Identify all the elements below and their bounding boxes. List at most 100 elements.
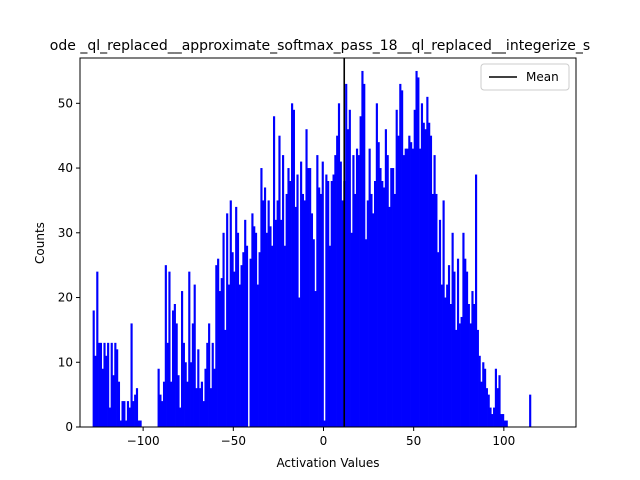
histogram-bar — [101, 368, 104, 427]
histogram-bar — [272, 116, 276, 428]
histogram-bar — [274, 219, 277, 427]
x-tick-label: 100 — [492, 434, 515, 448]
histogram-bar — [426, 96, 429, 427]
histogram-bar — [135, 388, 139, 427]
histogram-bar — [437, 252, 440, 427]
histogram-bar — [314, 291, 317, 427]
histogram-bar — [96, 271, 99, 427]
histogram-bar — [478, 355, 481, 427]
histogram-bar — [220, 278, 223, 427]
x-tick-label: 50 — [406, 434, 421, 448]
histogram-bar — [364, 239, 368, 427]
histogram-bar — [420, 103, 424, 427]
histogram-bar — [269, 226, 272, 427]
histogram-bar — [107, 342, 110, 427]
histogram-bar — [218, 291, 222, 427]
histogram-bar — [98, 342, 101, 427]
histogram-bar — [125, 420, 128, 427]
histogram-bar — [195, 388, 198, 427]
histogram-bar — [177, 375, 180, 427]
histogram-bar — [130, 323, 133, 427]
histogram-bar — [199, 388, 202, 427]
histogram-bar — [200, 381, 203, 427]
histogram-bar — [265, 232, 268, 427]
histogram-bar — [103, 342, 106, 427]
histogram-bar — [361, 70, 364, 428]
histogram-bar — [456, 258, 460, 427]
histogram-bar — [372, 213, 375, 427]
histogram-bar — [381, 181, 384, 427]
y-axis-label: Counts — [33, 222, 47, 264]
histogram-bar — [258, 252, 261, 427]
x-tick-label: −100 — [127, 434, 160, 448]
histogram-bar — [388, 206, 391, 427]
histogram-bar — [431, 193, 434, 427]
histogram-bar — [332, 174, 335, 427]
histogram-bar — [410, 142, 413, 427]
histogram-bar — [231, 252, 234, 427]
histogram-bar — [455, 329, 458, 427]
x-axis-ticks: −100 −50 0 50 100 — [127, 427, 515, 448]
histogram-bar — [494, 368, 497, 427]
histogram-bar — [383, 187, 386, 427]
histogram-bar — [489, 407, 492, 427]
histogram-bar — [485, 388, 488, 427]
histogram-bar — [417, 77, 420, 427]
histogram-bar — [411, 148, 415, 427]
histogram-bar — [238, 284, 241, 427]
histogram-bar — [480, 381, 483, 427]
histogram-bar — [352, 155, 355, 427]
histogram-bar — [186, 381, 189, 427]
histogram-bar — [446, 284, 449, 427]
histogram-bar — [505, 420, 508, 427]
histogram-bar — [529, 394, 532, 427]
histogram-bar — [208, 323, 211, 427]
histogram-bar — [262, 200, 265, 427]
histogram-bar — [399, 83, 402, 427]
histogram-bar — [117, 381, 121, 427]
histogram-bar — [330, 181, 333, 427]
histogram-bar — [291, 103, 294, 427]
histogram-bar — [370, 193, 373, 427]
histogram-bar — [162, 381, 166, 427]
histogram-bar — [119, 420, 122, 427]
histogram-bar — [429, 135, 433, 427]
histogram-bar — [433, 155, 436, 427]
histogram-bar — [406, 148, 409, 427]
histogram-bar — [235, 206, 238, 427]
histogram-bar — [108, 407, 112, 427]
histogram-bar — [321, 161, 324, 427]
histogram-bar — [197, 349, 200, 427]
plot-frame — [79, 57, 577, 428]
histogram-bar — [254, 232, 258, 427]
histogram-bar — [159, 394, 162, 427]
histogram-bar — [233, 271, 236, 427]
histogram-bar — [236, 232, 240, 427]
histogram-bar — [267, 200, 270, 427]
histogram-bar — [171, 310, 175, 427]
histogram-bar — [375, 103, 378, 427]
histogram-bar — [226, 213, 229, 427]
histogram-bar — [413, 109, 416, 427]
histogram-bar — [465, 271, 469, 427]
histogram-bar — [251, 213, 254, 427]
histogram-bar — [496, 388, 499, 427]
histogram-bar — [137, 420, 140, 427]
histogram-bar — [476, 329, 479, 427]
histogram-bar — [359, 116, 362, 428]
histogram-bar — [384, 129, 387, 428]
histogram-bar — [419, 148, 422, 427]
histogram-bar — [469, 323, 472, 427]
histogram-bar — [440, 284, 443, 427]
histogram-bar — [222, 232, 225, 427]
histogram-bar — [438, 219, 442, 427]
histogram-bar — [498, 375, 501, 427]
histogram-bar — [94, 355, 97, 427]
histogram-bar — [451, 232, 454, 427]
histogram-bars — [92, 70, 532, 428]
histogram-bar — [256, 284, 259, 427]
histogram-bar — [305, 129, 308, 428]
histogram-bar — [491, 414, 494, 427]
histogram-bar — [373, 181, 377, 427]
histogram-bar — [393, 193, 396, 427]
